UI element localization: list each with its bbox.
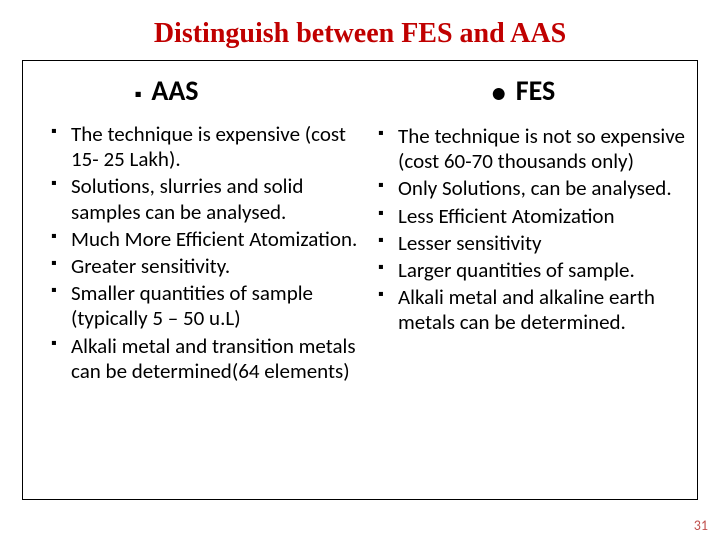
right-heading-text: FES <box>516 73 555 108</box>
right-heading: FES <box>362 73 685 110</box>
list-item: Only Solutions, can be analysed. <box>378 176 685 201</box>
list-item: Alkali metal and alkaline earth metals c… <box>378 285 685 335</box>
list-item: Solutions, slurries and solid samples ca… <box>51 174 358 224</box>
list-item: Lesser sensitivity <box>378 231 685 256</box>
list-item: Smaller quantities of sample (typically … <box>51 281 358 331</box>
slide: Distinguish between FES and AAS AAS The … <box>0 0 720 540</box>
left-list: The technique is expensive (cost 15- 25 … <box>35 122 358 384</box>
list-item: Less Efficient Atomization <box>378 204 685 229</box>
list-item: Much More Efficient Atomization. <box>51 227 358 252</box>
list-item: Larger quantities of sample. <box>378 258 685 283</box>
list-item: Alkali metal and transition metals can b… <box>51 334 358 384</box>
list-item: The technique is not so expensive (cost … <box>378 124 685 174</box>
left-column: AAS The technique is expensive (cost 15-… <box>23 61 360 499</box>
right-column: FES The technique is not so expensive (c… <box>360 61 697 499</box>
right-list: The technique is not so expensive (cost … <box>362 124 685 336</box>
list-item: Greater sensitivity. <box>51 254 358 279</box>
left-heading-text: AAS <box>151 73 198 108</box>
left-heading: AAS <box>35 73 358 108</box>
list-item: The technique is expensive (cost 15- 25 … <box>51 122 358 172</box>
slide-title: Distinguish between FES and AAS <box>0 0 720 60</box>
comparison-box: AAS The technique is expensive (cost 15-… <box>22 60 698 500</box>
page-number: 31 <box>694 517 708 534</box>
